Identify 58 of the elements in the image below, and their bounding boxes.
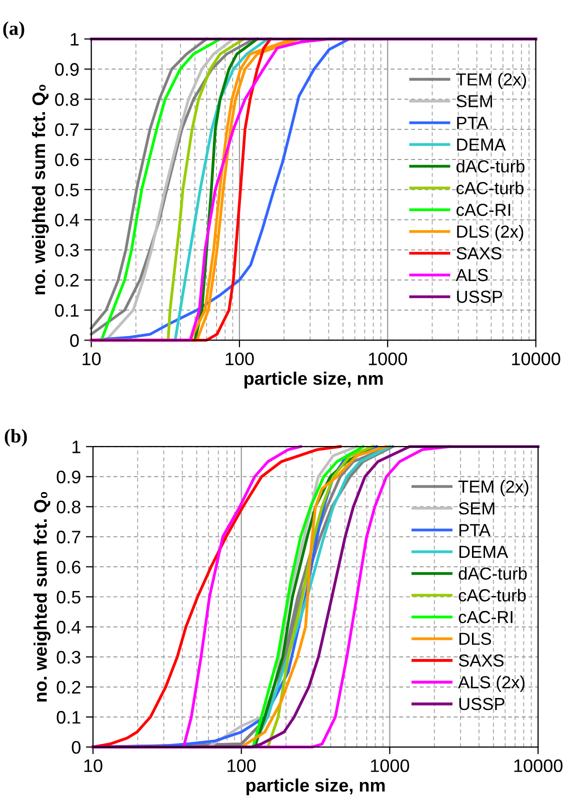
legend-label: TEM (2x) — [458, 480, 528, 496]
legend-label: DLS (2x) — [457, 224, 524, 242]
legend-label: SEM — [458, 502, 494, 515]
x-tick-label: 10000 — [512, 352, 560, 366]
y-tick-label: 0.5 — [55, 184, 79, 196]
legend-label: DLS — [459, 632, 492, 645]
y-tick-label: 0 — [72, 740, 80, 754]
legend-label: PTA — [459, 524, 490, 536]
legend-label: USSP — [457, 290, 502, 303]
y-tick-label: 0.6 — [55, 153, 79, 166]
y-axis-title: no. weighted sum fct. Q₀ — [34, 492, 51, 702]
x-tick-label: 10000 — [514, 759, 562, 772]
y-tick-label: 0.9 — [56, 470, 80, 484]
y-tick-label: 0.5 — [56, 590, 80, 604]
legend-label: cAC-turb — [458, 588, 526, 602]
x-tick-label: 100 — [228, 759, 256, 772]
y-tick-label: 0.7 — [56, 530, 80, 544]
y-tick-label: 0 — [70, 334, 79, 347]
chart-title: (a) — [3, 21, 24, 39]
x-axis-title: particle size, nm — [244, 372, 383, 388]
legend-label: cAC-turb — [456, 182, 524, 194]
x-tick-label: 10 — [82, 352, 101, 366]
legend-label: dAC-turb — [458, 566, 527, 580]
legend-label: PTA — [457, 116, 488, 129]
y-tick-label: 0.2 — [55, 274, 79, 287]
y-tick-label: 0.3 — [56, 650, 80, 664]
y-tick-label: 0.3 — [55, 244, 79, 257]
y-tick-label: 0.7 — [55, 123, 79, 136]
legend-label: SAXS — [456, 247, 502, 260]
y-tick-label: 0.8 — [55, 93, 79, 106]
y-tick-label: 0.8 — [56, 500, 80, 514]
x-tick-label: 1000 — [371, 759, 410, 772]
y-tick-label: 1 — [70, 33, 79, 46]
chart-title: (b) — [4, 428, 27, 447]
y-tick-label: 0.1 — [55, 304, 79, 317]
legend-label: ALS — [456, 268, 488, 282]
y-axis-title: no. weighted sum fct. Q₀ — [32, 84, 49, 294]
x-tick-label: 1000 — [368, 352, 408, 366]
legend-label: DEMA — [459, 546, 508, 558]
legend-label: dAC-turb — [456, 160, 525, 173]
y-tick-label: 0.4 — [55, 214, 79, 226]
legend-label: DEMA — [457, 138, 506, 151]
legend-label: cAC-RI — [458, 610, 512, 624]
legend-label: SAXS — [458, 654, 504, 667]
y-tick-label: 1 — [72, 440, 80, 454]
x-tick-label: 10 — [84, 759, 102, 772]
legend-label: SEM — [456, 95, 492, 108]
y-tick-label: 0.4 — [56, 620, 81, 634]
legend-label: cAC-RI — [456, 204, 510, 216]
x-tick-label: 100 — [226, 352, 254, 366]
legend-label: ALS (2x) — [458, 676, 524, 692]
y-tick-label: 0.2 — [56, 680, 80, 694]
legend-label: USSP — [459, 698, 504, 710]
y-tick-label: 0.9 — [55, 63, 79, 76]
y-tick-label: 0.6 — [56, 560, 80, 574]
x-axis-title: particle size, nm — [246, 778, 385, 796]
legend-label: TEM (2x) — [456, 72, 526, 89]
y-tick-label: 0.1 — [56, 710, 80, 724]
